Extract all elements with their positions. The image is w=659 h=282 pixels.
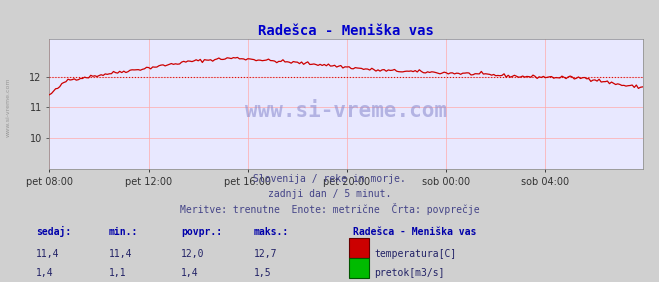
Text: 1,4: 1,4 (36, 268, 54, 278)
Text: Radešca - Meniška vas: Radešca - Meniška vas (353, 228, 476, 237)
Text: zadnji dan / 5 minut.: zadnji dan / 5 minut. (268, 190, 391, 199)
Text: 1,1: 1,1 (109, 268, 127, 278)
Text: temperatura[C]: temperatura[C] (374, 249, 457, 259)
Text: Slovenija / reke in morje.: Slovenija / reke in morje. (253, 174, 406, 184)
Text: www.si-vreme.com: www.si-vreme.com (245, 101, 447, 121)
Text: 1,5: 1,5 (254, 268, 272, 278)
Text: povpr.:: povpr.: (181, 228, 222, 237)
Text: min.:: min.: (109, 228, 138, 237)
Text: 12,0: 12,0 (181, 249, 205, 259)
Text: 1,4: 1,4 (181, 268, 199, 278)
Text: pretok[m3/s]: pretok[m3/s] (374, 268, 445, 278)
Title: Radešca - Meniška vas: Radešca - Meniška vas (258, 24, 434, 38)
Text: 11,4: 11,4 (109, 249, 132, 259)
Text: maks.:: maks.: (254, 228, 289, 237)
Text: Meritve: trenutne  Enote: metrične  Črta: povprečje: Meritve: trenutne Enote: metrične Črta: … (180, 203, 479, 215)
Text: www.si-vreme.com: www.si-vreme.com (5, 78, 11, 137)
Text: sedaj:: sedaj: (36, 226, 71, 237)
Text: 11,4: 11,4 (36, 249, 60, 259)
Text: 12,7: 12,7 (254, 249, 277, 259)
